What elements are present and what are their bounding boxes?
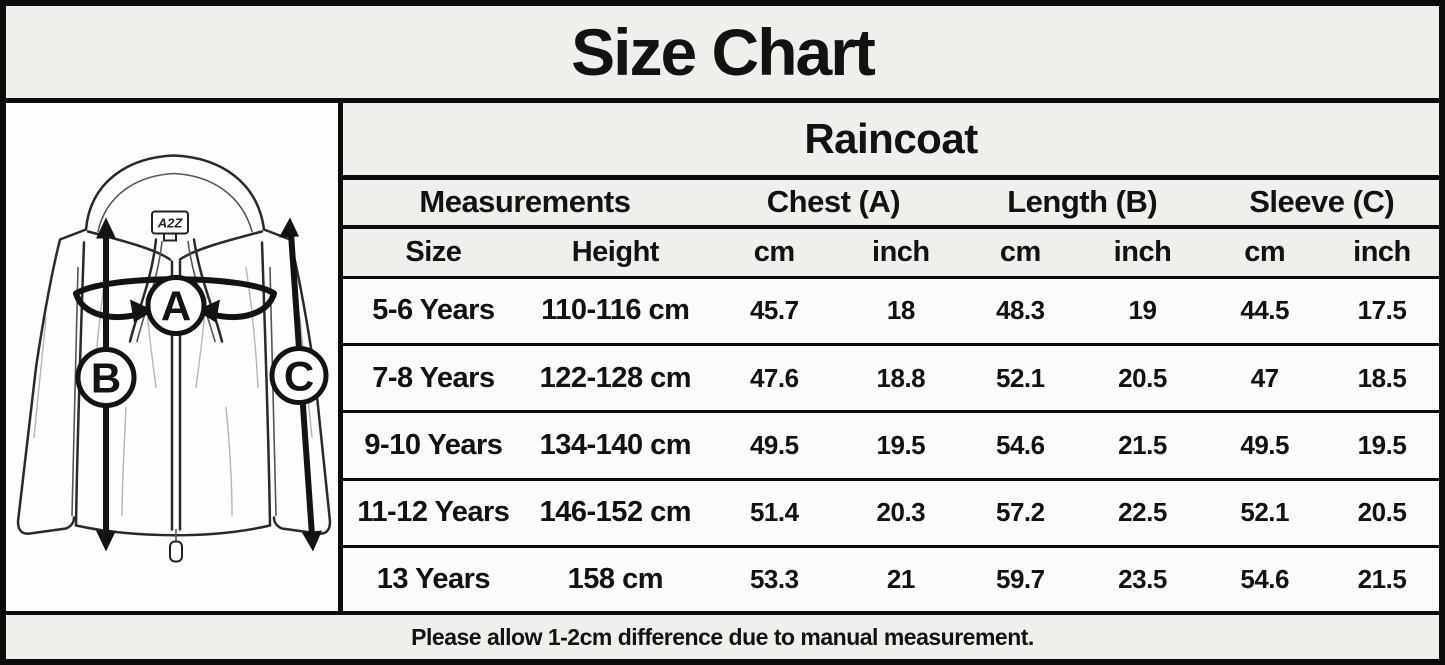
product-row: Raincoat <box>343 103 1439 177</box>
subheader-sleeve-inch: inch <box>1324 225 1439 277</box>
subheader-length-inch: inch <box>1080 225 1205 277</box>
brand-tag: A2Z <box>151 210 189 242</box>
cell-sleeve-inch: 20.5 <box>1324 477 1439 547</box>
cell-height: 110-116 cm <box>523 275 707 345</box>
cell-size: 7-8 Years <box>343 342 524 412</box>
cell-sleeve-cm: 54.6 <box>1204 544 1325 611</box>
cell-size: 13 Years <box>343 544 524 611</box>
chest-measure-arrow: A <box>73 275 277 336</box>
measurement-note: Please allow 1-2cm difference due to man… <box>6 611 1439 659</box>
label-c: C <box>284 353 314 400</box>
size-row-9-10: 9-10 Years 134-140 cm 49.5 19.5 54.6 21.… <box>343 410 1439 480</box>
page-title: Size Chart <box>6 6 1439 103</box>
hood-outline <box>84 154 266 261</box>
cell-length-cm: 57.2 <box>960 477 1081 547</box>
cell-chest-inch: 18 <box>841 275 961 345</box>
label-b: B <box>91 355 121 402</box>
subheader-chest-inch: inch <box>841 225 961 277</box>
length-measure-arrow: B <box>75 217 137 552</box>
cell-sleeve-inch: 21.5 <box>1324 544 1439 611</box>
cell-sleeve-inch: 19.5 <box>1324 410 1439 480</box>
cell-chest-cm: 47.6 <box>706 342 842 412</box>
header-measurements: Measurements <box>343 174 707 227</box>
cell-sleeve-inch: 18.5 <box>1324 342 1439 412</box>
cell-height: 122-128 cm <box>523 342 707 412</box>
cell-chest-cm: 49.5 <box>706 410 842 480</box>
size-row-13: 13 Years 158 cm 53.3 21 59.7 23.5 54.6 2… <box>343 544 1439 611</box>
subheader-sleeve-cm: cm <box>1204 225 1325 277</box>
cell-chest-inch: 20.3 <box>841 477 961 547</box>
brand-tag-text: A2Z <box>157 216 184 231</box>
cell-sleeve-inch: 17.5 <box>1324 275 1439 345</box>
cell-length-cm: 59.7 <box>960 544 1081 611</box>
cell-height: 134-140 cm <box>523 410 707 480</box>
zipper-pull <box>169 540 183 563</box>
cell-chest-inch: 19.5 <box>841 410 961 480</box>
cell-chest-inch: 21 <box>841 544 961 611</box>
sub-header-row: Size Height cm inch cm inch cm inch <box>343 225 1439 277</box>
header-length: Length (B) <box>960 174 1205 227</box>
sleeve-measure-arrow: C <box>269 217 329 552</box>
label-c-circle <box>269 346 329 405</box>
size-table-wrap: Raincoat Measurements Chest (A) Length (… <box>343 103 1439 611</box>
label-a-circle <box>145 275 207 336</box>
cell-chest-inch: 18.8 <box>841 342 961 412</box>
cell-length-inch: 23.5 <box>1080 544 1205 611</box>
subheader-size: Size <box>343 225 524 277</box>
cell-length-inch: 21.5 <box>1080 410 1205 480</box>
label-a: A <box>161 283 191 330</box>
cell-length-inch: 19 <box>1080 275 1205 345</box>
cell-chest-cm: 45.7 <box>706 275 842 345</box>
cell-length-inch: 22.5 <box>1080 477 1205 547</box>
header-sleeve: Sleeve (C) <box>1204 174 1439 227</box>
size-row-11-12: 11-12 Years 146-152 cm 51.4 20.3 57.2 22… <box>343 477 1439 547</box>
cell-height: 158 cm <box>523 544 707 611</box>
label-b-circle <box>75 347 137 408</box>
cell-chest-cm: 51.4 <box>706 477 842 547</box>
raincoat-drawing-panel: A2Z A B <box>6 103 343 611</box>
cell-chest-cm: 53.3 <box>706 544 842 611</box>
size-row-5-6: 5-6 Years 110-116 cm 45.7 18 48.3 19 44.… <box>343 275 1439 345</box>
cell-sleeve-cm: 47 <box>1204 342 1325 412</box>
subheader-length-cm: cm <box>960 225 1081 277</box>
header-chest: Chest (A) <box>706 174 961 227</box>
group-header-row: Measurements Chest (A) Length (B) Sleeve… <box>343 174 1439 227</box>
subheader-height: Height <box>523 225 707 277</box>
cell-size: 5-6 Years <box>343 275 524 345</box>
content-area: A2Z A B <box>6 103 1439 611</box>
subheader-chest-cm: cm <box>706 225 842 277</box>
cell-size: 11-12 Years <box>343 477 524 547</box>
cell-length-cm: 52.1 <box>960 342 1081 412</box>
product-name: Raincoat <box>343 103 1439 177</box>
size-table: Raincoat Measurements Chest (A) Length (… <box>343 103 1439 611</box>
cell-sleeve-cm: 52.1 <box>1204 477 1325 547</box>
cell-size: 9-10 Years <box>343 410 524 480</box>
cell-sleeve-cm: 49.5 <box>1204 410 1325 480</box>
raincoat-sketch: A2Z A B <box>16 154 332 563</box>
cell-sleeve-cm: 44.5 <box>1204 275 1325 345</box>
cell-length-cm: 48.3 <box>960 275 1081 345</box>
cell-height: 146-152 cm <box>523 477 707 547</box>
cell-length-cm: 54.6 <box>960 410 1081 480</box>
size-row-7-8: 7-8 Years 122-128 cm 47.6 18.8 52.1 20.5… <box>343 342 1439 412</box>
cell-length-inch: 20.5 <box>1080 342 1205 412</box>
